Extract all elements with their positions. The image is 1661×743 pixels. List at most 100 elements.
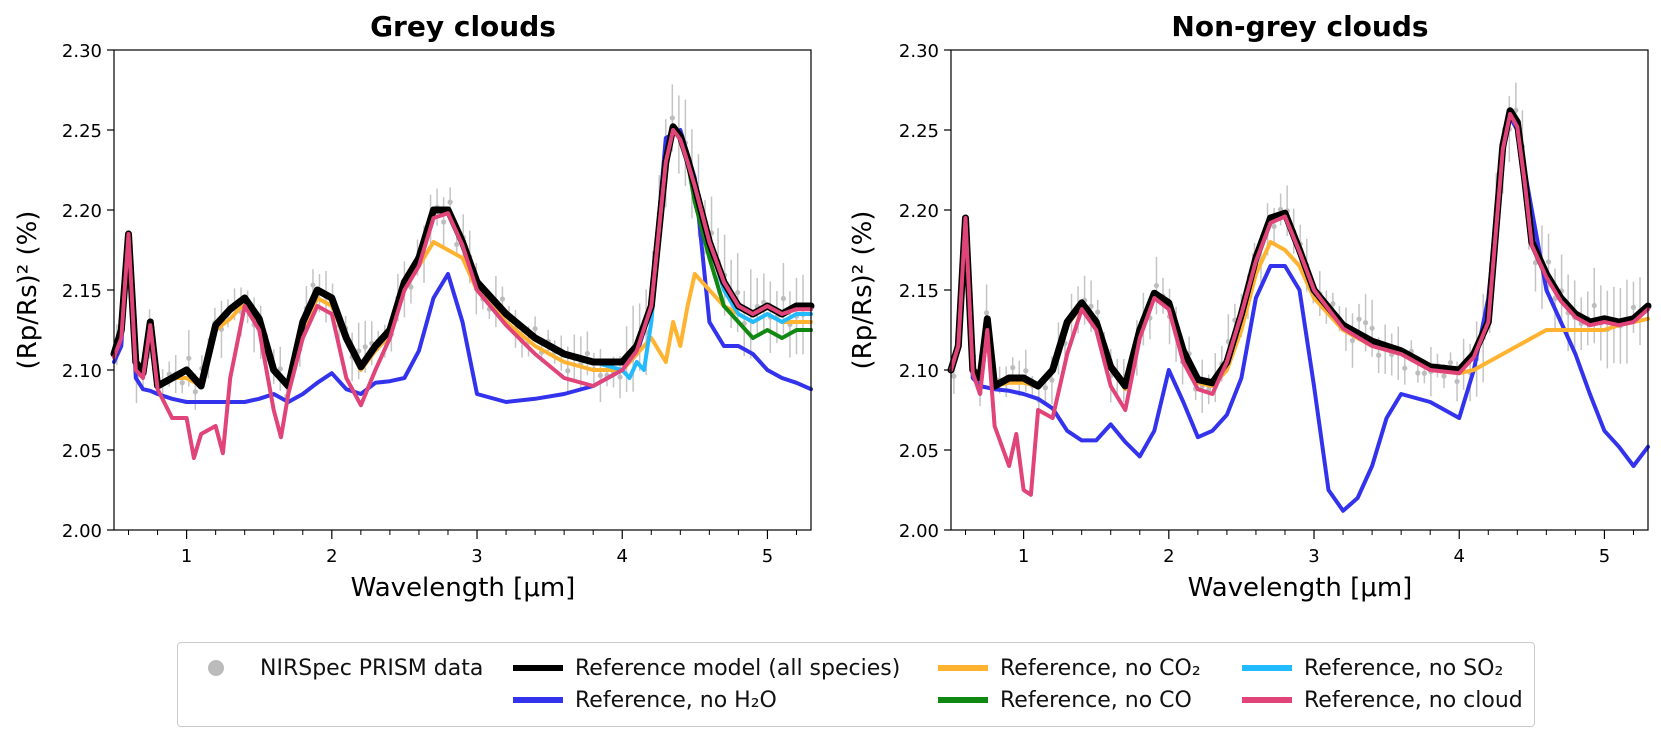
y-tick-label: 2.05 (62, 441, 102, 462)
data-point (735, 289, 741, 296)
legend-dot (208, 660, 224, 676)
data-point (1454, 378, 1460, 385)
x-tick-label: 5 (762, 546, 773, 567)
x-axis-label: Wavelength [μm] (1188, 573, 1413, 603)
x-tick-label: 1 (181, 546, 192, 567)
legend-label: Reference, no CO (1000, 687, 1192, 713)
panel-title: Grey clouds (370, 10, 556, 43)
y-tick-label: 2.30 (62, 41, 102, 62)
data-point (499, 296, 506, 302)
legend-label: Reference model (all species) (575, 655, 901, 681)
y-tick-label: 2.15 (899, 281, 939, 302)
panel-non-grey-clouds: Non-grey clouds (Rp/Rs)² (%) Wavelength … (848, 10, 1652, 603)
y-tick-label: 2.25 (62, 121, 102, 142)
data-point (617, 374, 623, 380)
y-axis-label: (Rp/Rs)² (%) (848, 211, 878, 370)
data-point (277, 366, 283, 372)
data-point (1010, 365, 1016, 371)
y-tick-label: 2.10 (62, 361, 102, 382)
data-point (1088, 303, 1094, 309)
data-point (179, 380, 185, 386)
x-tick-label: 4 (617, 546, 628, 567)
data-point (951, 373, 957, 379)
x-axis-label: Wavelength [μm] (351, 573, 576, 603)
y-axis-label: (Rp/Rs)² (%) (13, 211, 43, 370)
series-reference-no-cloud (112, 128, 813, 460)
data-point (1447, 359, 1454, 366)
y-tick-label: 2.25 (899, 121, 939, 142)
data-point (1421, 370, 1427, 376)
data-point (447, 199, 453, 205)
x-tick-label: 4 (1454, 546, 1465, 567)
legend-label: Reference, no CO₂ (1000, 655, 1201, 681)
legend-swatch (513, 697, 563, 703)
data-point (1356, 316, 1362, 322)
data-point (1095, 309, 1101, 315)
data-point (1376, 352, 1382, 358)
data-point (669, 115, 675, 121)
data-point (1042, 385, 1048, 391)
legend-item-reference: Reference model (all species) (513, 653, 900, 683)
data-point (408, 284, 414, 290)
data-point (1441, 373, 1447, 379)
data-point (532, 326, 538, 332)
data-point (1271, 223, 1277, 229)
x-tick-label: 2 (326, 546, 337, 567)
legend-swatch (1242, 665, 1292, 671)
data-point (1545, 259, 1552, 265)
data-point (192, 389, 198, 395)
legend-item-no-co2: Reference, no CO₂ (938, 653, 1201, 683)
data-point (441, 219, 447, 225)
legend-swatch (513, 665, 563, 671)
y-tick-label: 2.10 (899, 361, 939, 382)
data-point (454, 241, 460, 248)
series-reference-no-co2 (949, 216, 1650, 392)
plot-frame (950, 49, 1649, 531)
data-point (1402, 365, 1408, 371)
series-reference-no-cloud (949, 112, 1650, 497)
y-tick-label: 2.30 (899, 41, 939, 62)
data-point (1630, 304, 1637, 310)
data-point (1415, 370, 1421, 376)
y-tick-label: 2.00 (62, 521, 102, 542)
data-point (565, 368, 571, 374)
y-tick-label: 2.00 (899, 521, 939, 542)
data-point (186, 355, 192, 361)
legend-label: Reference, no cloud (1304, 687, 1523, 713)
x-tick-label: 5 (1599, 546, 1610, 567)
legend-label: Reference, no SO₂ (1304, 655, 1504, 681)
data-point (362, 344, 368, 350)
y-tick-label: 2.05 (899, 441, 939, 462)
data-point (1532, 260, 1539, 266)
x-tick-label: 3 (471, 546, 482, 567)
data-point (1049, 377, 1055, 383)
data-point (584, 350, 590, 357)
data-point (780, 295, 787, 302)
legend-item-no-co: Reference, no CO (938, 685, 1192, 715)
data-point (1369, 325, 1375, 331)
legend-swatch (1242, 697, 1292, 703)
data-point (1330, 301, 1336, 307)
data-point (1153, 282, 1160, 289)
data-point (310, 282, 316, 288)
panel-title: Non-grey clouds (1171, 10, 1428, 43)
legend-swatch (938, 665, 988, 671)
y-tick-label: 2.15 (62, 281, 102, 302)
legend-item-no-so2: Reference, no SO₂ (1242, 653, 1503, 683)
y-tick-label: 2.20 (899, 201, 939, 222)
y-tick-label: 2.20 (62, 201, 102, 222)
legend-item-data: NIRSpec PRISM data (188, 653, 483, 683)
x-tick-label: 3 (1308, 546, 1319, 567)
legend-item-no-cloud: Reference, no cloud (1242, 685, 1523, 715)
legend-item-no-h2o: Reference, no H₂O (513, 685, 777, 715)
series-reference-no-h2o (949, 115, 1650, 513)
plot-frame (113, 49, 812, 531)
x-tick-label: 2 (1163, 546, 1174, 567)
legend-swatch (938, 697, 988, 703)
panel-grey-clouds: Grey clouds (Rp/Rs)² (%) Wavelength [μm]… (13, 10, 815, 603)
data-point (1349, 337, 1356, 344)
data-point (983, 310, 990, 316)
data-point (1362, 320, 1369, 326)
data-point (1023, 368, 1029, 374)
